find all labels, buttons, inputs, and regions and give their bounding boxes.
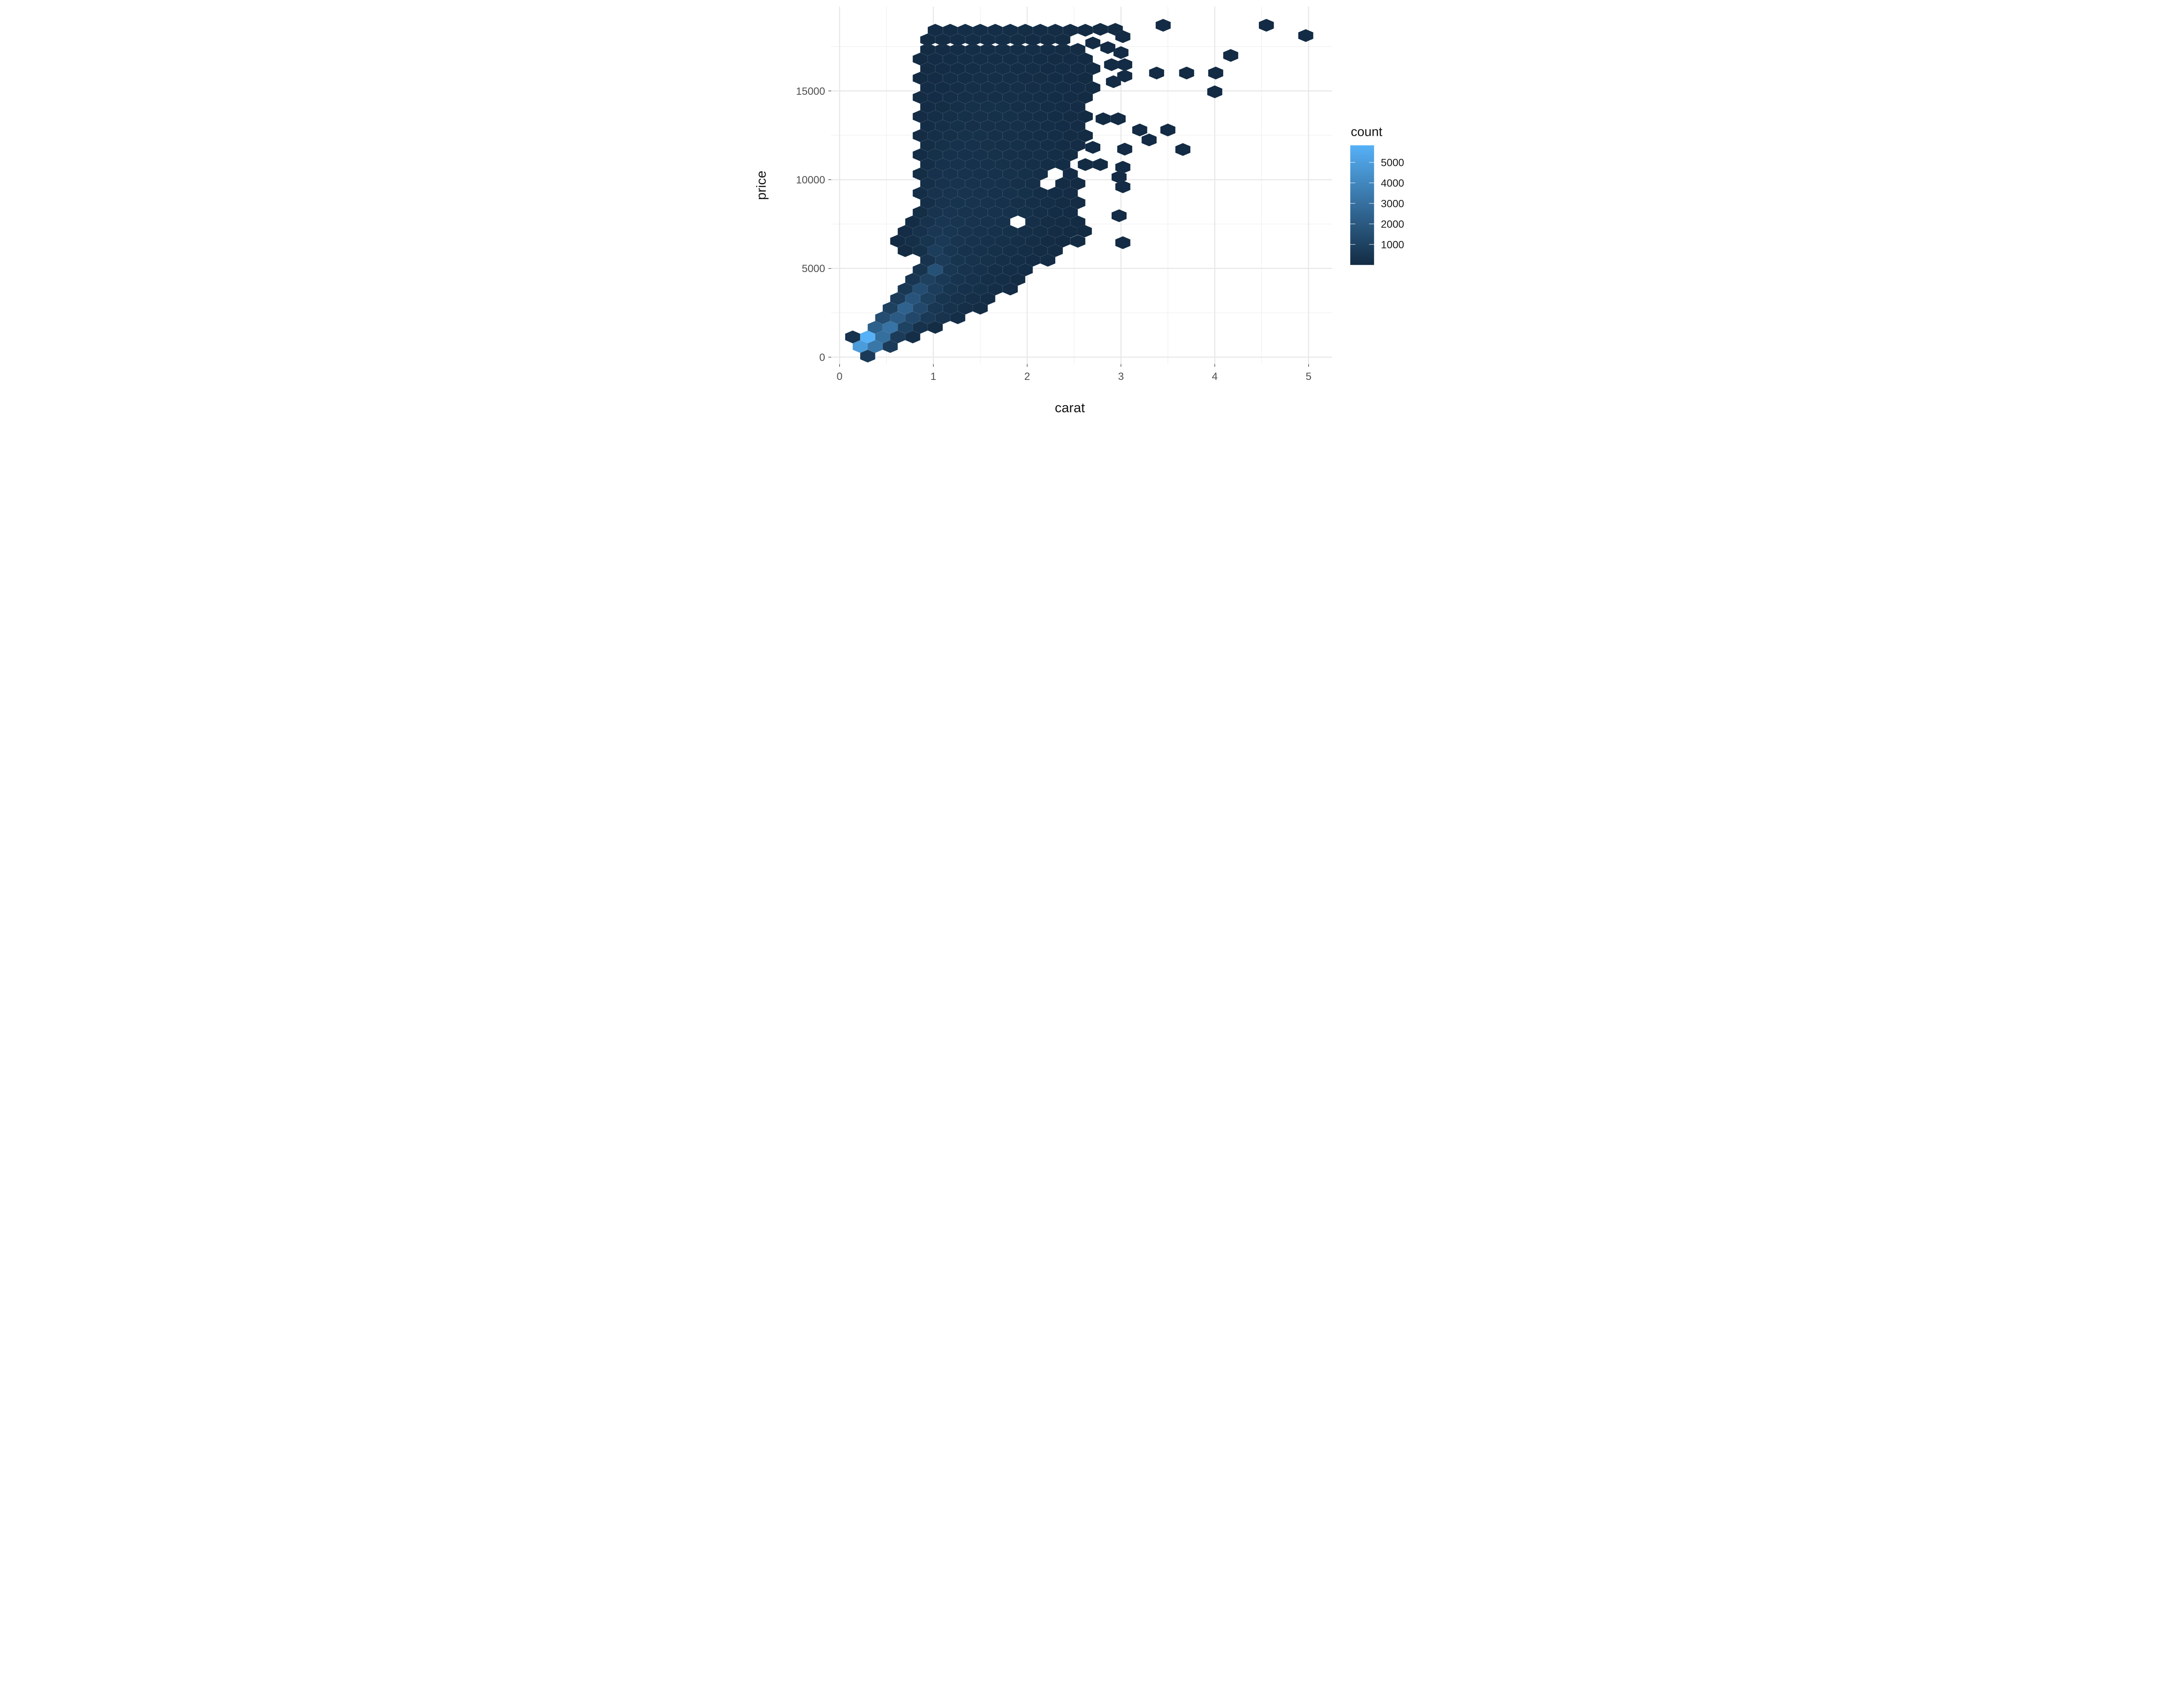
- hex-cell: [1092, 158, 1108, 171]
- legend-tick-left: [1350, 244, 1355, 245]
- x-tick-label: 5: [1306, 371, 1311, 383]
- x-tick-label: 2: [1024, 371, 1030, 383]
- hex-cell: [1208, 66, 1223, 80]
- hex-cell: [1207, 85, 1222, 99]
- hexbin-layer: [845, 19, 1313, 363]
- x-tick-label: 0: [836, 371, 842, 383]
- hex-cell: [1132, 123, 1147, 137]
- hex-cell: [1141, 133, 1157, 147]
- hex-cell: [1155, 19, 1171, 32]
- hex-cell: [1076, 224, 1092, 238]
- y-axis-title: price: [753, 171, 769, 200]
- x-tick-label: 1: [930, 371, 936, 383]
- hex-cell: [1117, 142, 1132, 156]
- legend-tick-label: 4000: [1381, 177, 1404, 189]
- y-axis-labels: 0 5000 10000 15000: [796, 86, 825, 364]
- hex-cell: [1110, 112, 1126, 125]
- x-axis-title: carat: [1054, 400, 1085, 415]
- hex-cell: [1085, 36, 1100, 50]
- hex-cell: [1111, 209, 1127, 222]
- x-tick-label: 3: [1118, 371, 1123, 383]
- x-tick-label: 4: [1212, 371, 1217, 383]
- legend-tick-label: 3000: [1381, 198, 1404, 210]
- hex-cell: [1223, 49, 1238, 62]
- y-tick-label: 10000: [796, 174, 825, 186]
- y-tick-label: 15000: [796, 86, 825, 97]
- hex-cell: [1160, 123, 1175, 137]
- hex-cell: [1258, 19, 1274, 32]
- hex-cell: [1298, 29, 1313, 42]
- hex-cell: [1115, 180, 1130, 193]
- legend-tick-label: 1000: [1381, 239, 1404, 251]
- legend-tick-right: [1368, 244, 1374, 245]
- hexbin-chart-svg: 0 1 2 3 4 5 0 5000 10000 15000 carat price count 5000…: [748, 0, 1436, 425]
- hex-cell: [1178, 66, 1194, 80]
- legend-tick-label: 2000: [1381, 218, 1404, 230]
- legend-colorbar: [1350, 145, 1374, 265]
- hex-cell: [1175, 143, 1190, 156]
- legend: count 5000 4000 3000 2000 1000: [1350, 124, 1404, 265]
- hexbin-figure: 0 1 2 3 4 5 0 5000 10000 15000 carat price count 5000…: [748, 0, 1436, 425]
- y-tick-label: 0: [819, 352, 825, 363]
- legend-title: count: [1351, 124, 1382, 139]
- y-tick-label: 5000: [802, 263, 825, 275]
- hex-cell: [1085, 141, 1100, 154]
- hex-cell: [1117, 58, 1132, 71]
- hex-cell: [1149, 66, 1164, 80]
- axis-ticks: [828, 90, 1309, 367]
- hex-cell: [1070, 234, 1085, 248]
- hex-cell: [1115, 30, 1130, 43]
- hex-cell: [1117, 69, 1132, 83]
- x-axis-labels: 0 1 2 3 4 5: [836, 371, 1311, 383]
- legend-tick-label: 5000: [1381, 157, 1404, 169]
- hex-cell: [1115, 236, 1130, 249]
